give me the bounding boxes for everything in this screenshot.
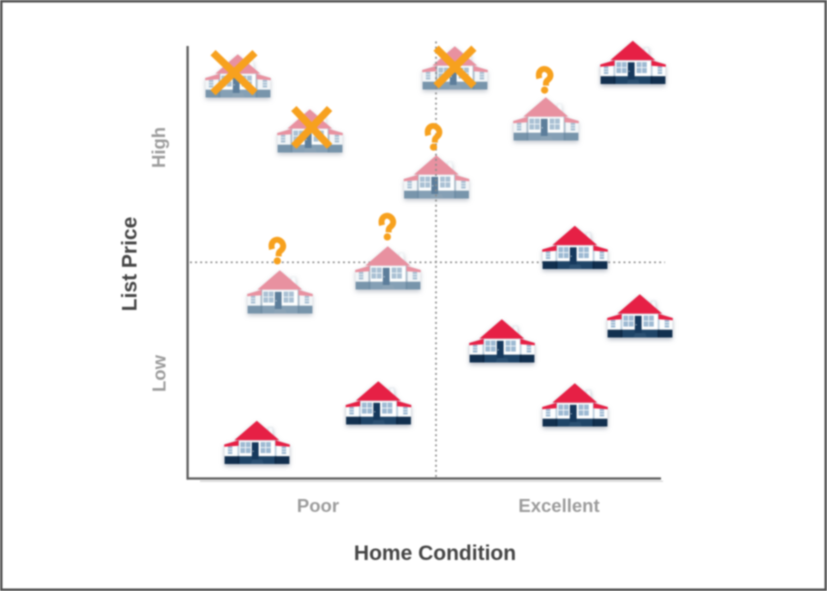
- svg-text:Home Condition: Home Condition: [354, 542, 516, 565]
- svg-text:High: High: [148, 127, 169, 168]
- svg-text:Excellent: Excellent: [518, 495, 599, 516]
- svg-text:Poor: Poor: [297, 495, 339, 516]
- svg-text:Low: Low: [149, 354, 170, 392]
- svg-text:List Price: List Price: [119, 217, 142, 312]
